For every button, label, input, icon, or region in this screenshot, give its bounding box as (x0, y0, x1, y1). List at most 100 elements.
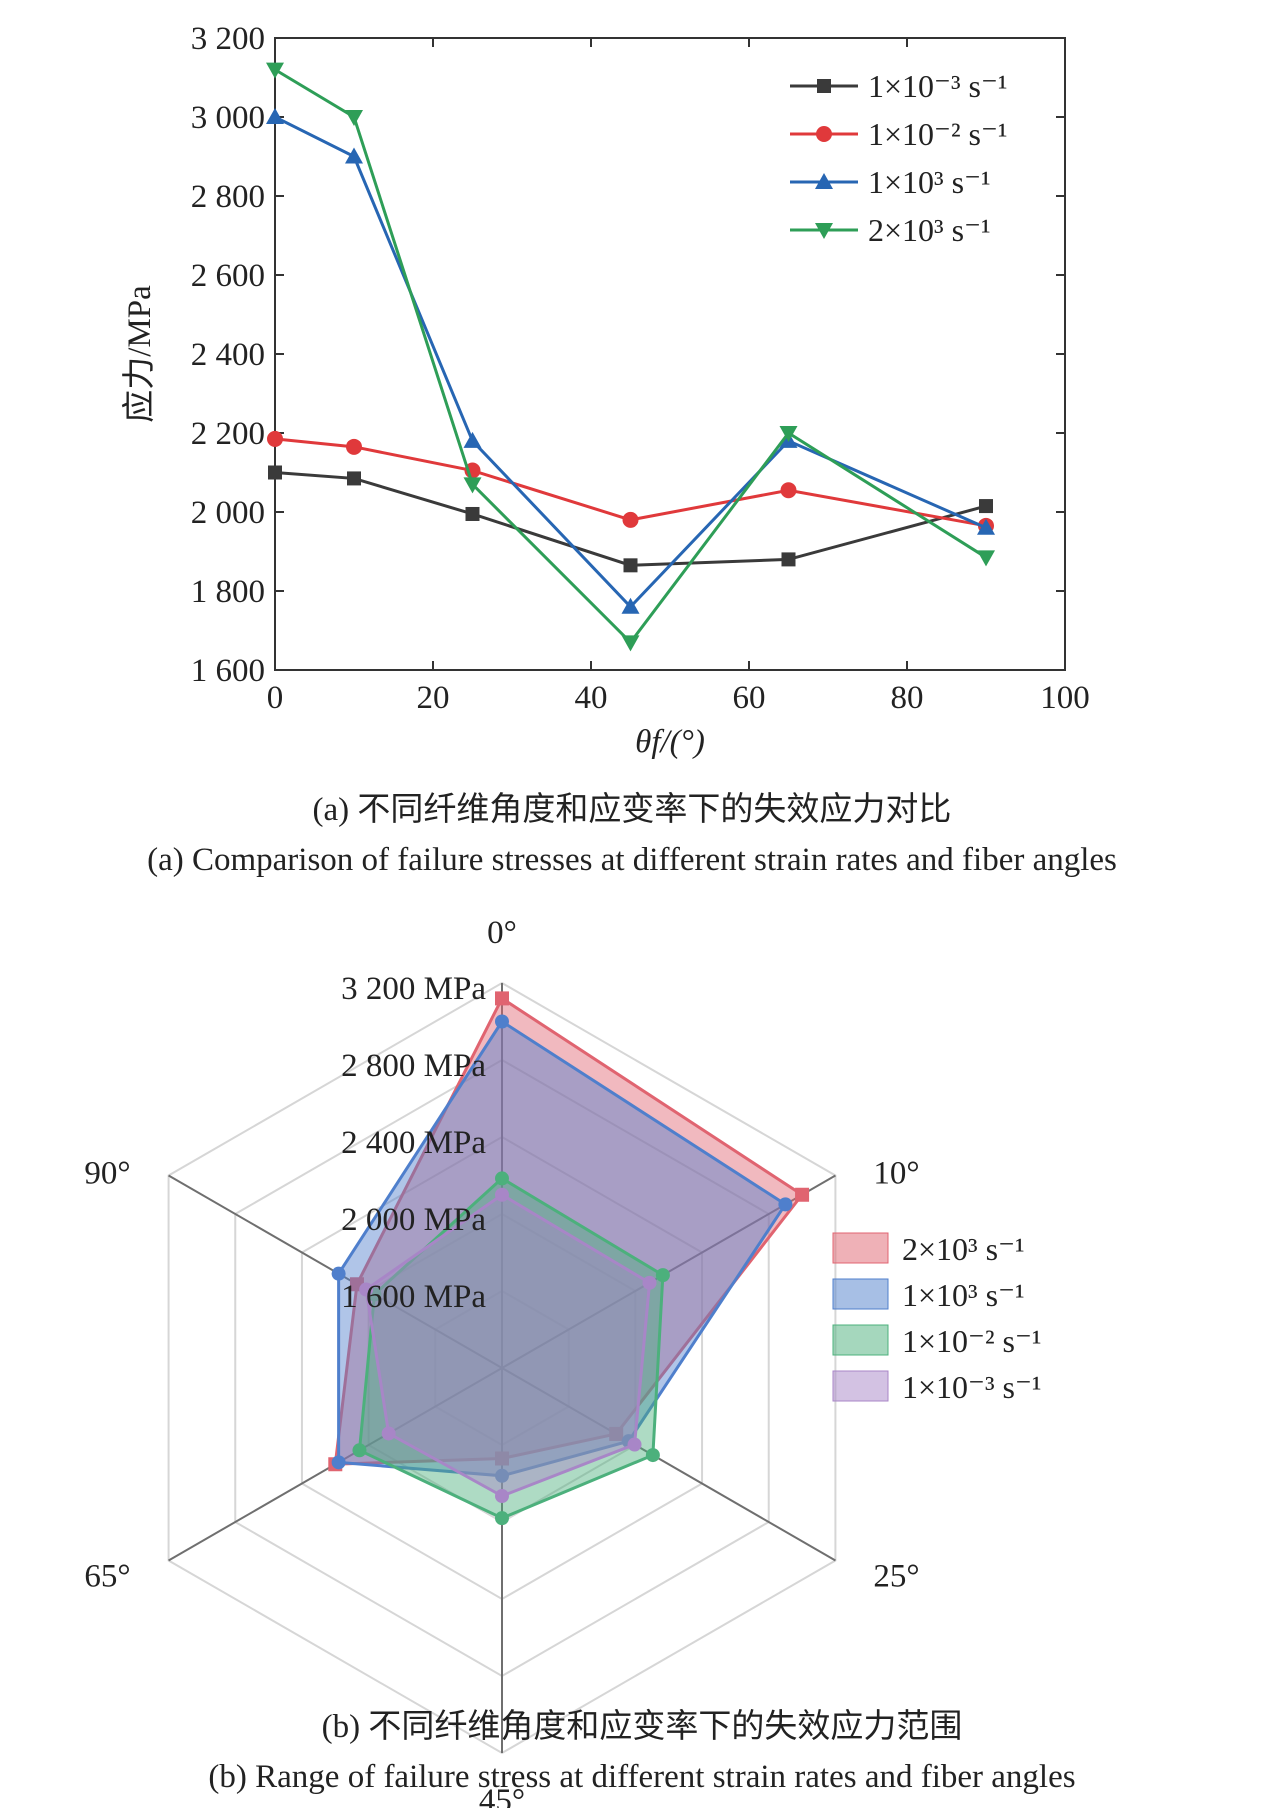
legend-item: 1×10⁻³ s⁻¹ (790, 68, 1007, 104)
radar-legend-label: 2×10³ s⁻¹ (902, 1231, 1025, 1267)
y-tick-label: 3 000 (191, 100, 265, 136)
legend-marker (815, 173, 833, 189)
caption-a-cn: (a) 不同纤维角度和应变率下的失效应力对比 (313, 791, 952, 828)
data-point (781, 552, 796, 567)
radar-point (381, 1426, 396, 1441)
legend-label: 2×10³ s⁻¹ (868, 212, 991, 248)
radar-legend-label: 1×10³ s⁻¹ (902, 1277, 1025, 1313)
radar-legend-item: 1×10⁻² s⁻¹ (832, 1323, 1041, 1359)
radar-point (655, 1268, 670, 1283)
radar-point (627, 1437, 642, 1452)
radar-point (352, 1443, 367, 1458)
data-point (347, 471, 361, 486)
radar-legend-item: 1×10³ s⁻¹ (832, 1277, 1025, 1313)
radar-axis-label: 0° (487, 915, 517, 951)
x-tick-label: 60 (733, 680, 766, 716)
radar-point (795, 1187, 810, 1202)
radar-radial-tick-label: 1 600 MPa (341, 1279, 486, 1315)
data-point (268, 465, 282, 480)
radar-legend-item: 1×10⁻³ s⁻¹ (832, 1369, 1041, 1405)
radar-point (359, 1282, 374, 1297)
radar-point (495, 1489, 509, 1504)
x-tick-label: 0 (267, 680, 284, 716)
radar-series-2 (352, 1171, 670, 1526)
y-tick-label: 3 200 (191, 21, 265, 57)
radar-series-1 (331, 1014, 793, 1483)
x-tick-label: 80 (891, 680, 924, 716)
radar-radial-tick-label: 2 000 MPa (341, 1202, 486, 1238)
legend-marker (815, 223, 833, 239)
y-tick-label: 2 000 (191, 495, 265, 531)
series-0 (268, 465, 993, 573)
legend-item: 1×10³ s⁻¹ (790, 164, 991, 200)
radar-point (642, 1275, 657, 1290)
data-point (463, 431, 482, 448)
legend-label: 1×10³ s⁻¹ (868, 164, 991, 200)
radar-point (495, 991, 509, 1006)
radar-legend: 2×10³ s⁻¹ 1×10³ s⁻¹ 1×10⁻² s⁻¹ 1×10⁻³ s⁻¹ (832, 1231, 1041, 1405)
radar-point (495, 1014, 509, 1029)
radar-radial-tick-label: 2 400 MPa (341, 1125, 486, 1161)
series-line (274, 437, 987, 528)
caption-b-en: (b) Range of failure stress at different… (208, 1759, 1075, 1795)
radar-axis-label: 65° (84, 1559, 130, 1595)
legend-item: 2×10³ s⁻¹ (790, 212, 991, 248)
legend-label: 1×10⁻³ s⁻¹ (868, 68, 1007, 104)
radar-chart: 0° 10° 25° 45° 65° 90° 1 600 MPa 2 000 MPa 2 40… (84, 915, 1075, 1808)
radar-legend-item: 2×10³ s⁻¹ (832, 1231, 1025, 1267)
radar-series-3 (359, 1187, 657, 1504)
series-line (274, 471, 987, 567)
radar-point (778, 1197, 793, 1212)
x-tick-label: 100 (1040, 680, 1090, 716)
caption-b-cn: (b) 不同纤维角度和应变率下的失效应力范围 (322, 1708, 963, 1745)
radar-axis-label: 90° (84, 1156, 130, 1192)
y-tick-label: 2 600 (191, 258, 265, 294)
radar-legend-label: 1×10⁻² s⁻¹ (902, 1323, 1041, 1359)
data-point (977, 518, 995, 535)
data-point (346, 438, 362, 455)
y-tick-label: 2 200 (191, 416, 265, 452)
radar-axis-label: 45° (479, 1783, 525, 1808)
line-legend: 1×10⁻³ s⁻¹ 1×10⁻² s⁻¹ 1×10³ s⁻¹ 2×10³ s⁻¹ (790, 68, 1007, 248)
data-point (779, 426, 798, 442)
radar-radial-tick-label: 3 200 MPa (341, 971, 486, 1007)
radar-point (495, 1171, 509, 1186)
data-point (977, 550, 995, 567)
data-point (465, 506, 480, 521)
radar-spoke (501, 1367, 836, 1562)
line-series-group (266, 62, 995, 652)
data-point (622, 511, 639, 528)
caption-a-en: (a) Comparison of failure stresses at di… (147, 842, 1117, 878)
x-tick-label: 40 (575, 680, 608, 716)
data-point (979, 499, 993, 514)
x-axis-label: θf/(°) (635, 724, 705, 760)
data-point (345, 147, 363, 164)
radar-radial-tick-label: 2 800 MPa (341, 1048, 486, 1084)
radar-legend-label: 1×10⁻³ s⁻¹ (902, 1369, 1041, 1405)
radar-axis-labels: 0° 10° 25° 45° 65° 90° (84, 915, 919, 1808)
series-line (274, 68, 987, 645)
x-tick-label: 20 (417, 680, 450, 716)
y-tick-label: 2 800 (191, 179, 265, 215)
radar-point (609, 1426, 624, 1441)
radar-point (495, 1451, 509, 1466)
line-chart: 1 600 1 800 2 000 2 200 2 400 2 600 2 800 3 000… (121, 21, 1117, 878)
data-point (780, 482, 797, 499)
radar-legend-swatch (832, 1324, 889, 1356)
radar-point (495, 1468, 509, 1483)
series-3 (266, 62, 995, 652)
radar-axis-label: 25° (873, 1559, 919, 1595)
y-tick-label: 1 600 (191, 653, 265, 689)
data-point (623, 558, 638, 573)
data-point (621, 597, 640, 614)
radar-point (495, 1511, 509, 1526)
data-point (267, 430, 283, 447)
radar-legend-swatch (832, 1370, 889, 1402)
radar-point (495, 1187, 509, 1202)
radar-radial-ticks: 1 600 MPa 2 000 MPa 2 400 MPa 2 800 MPa 3 20… (341, 971, 486, 1315)
radar-axis-label: 10° (873, 1156, 919, 1192)
data-point (266, 62, 284, 79)
radar-legend-swatch (832, 1278, 889, 1310)
radar-point (331, 1455, 346, 1470)
